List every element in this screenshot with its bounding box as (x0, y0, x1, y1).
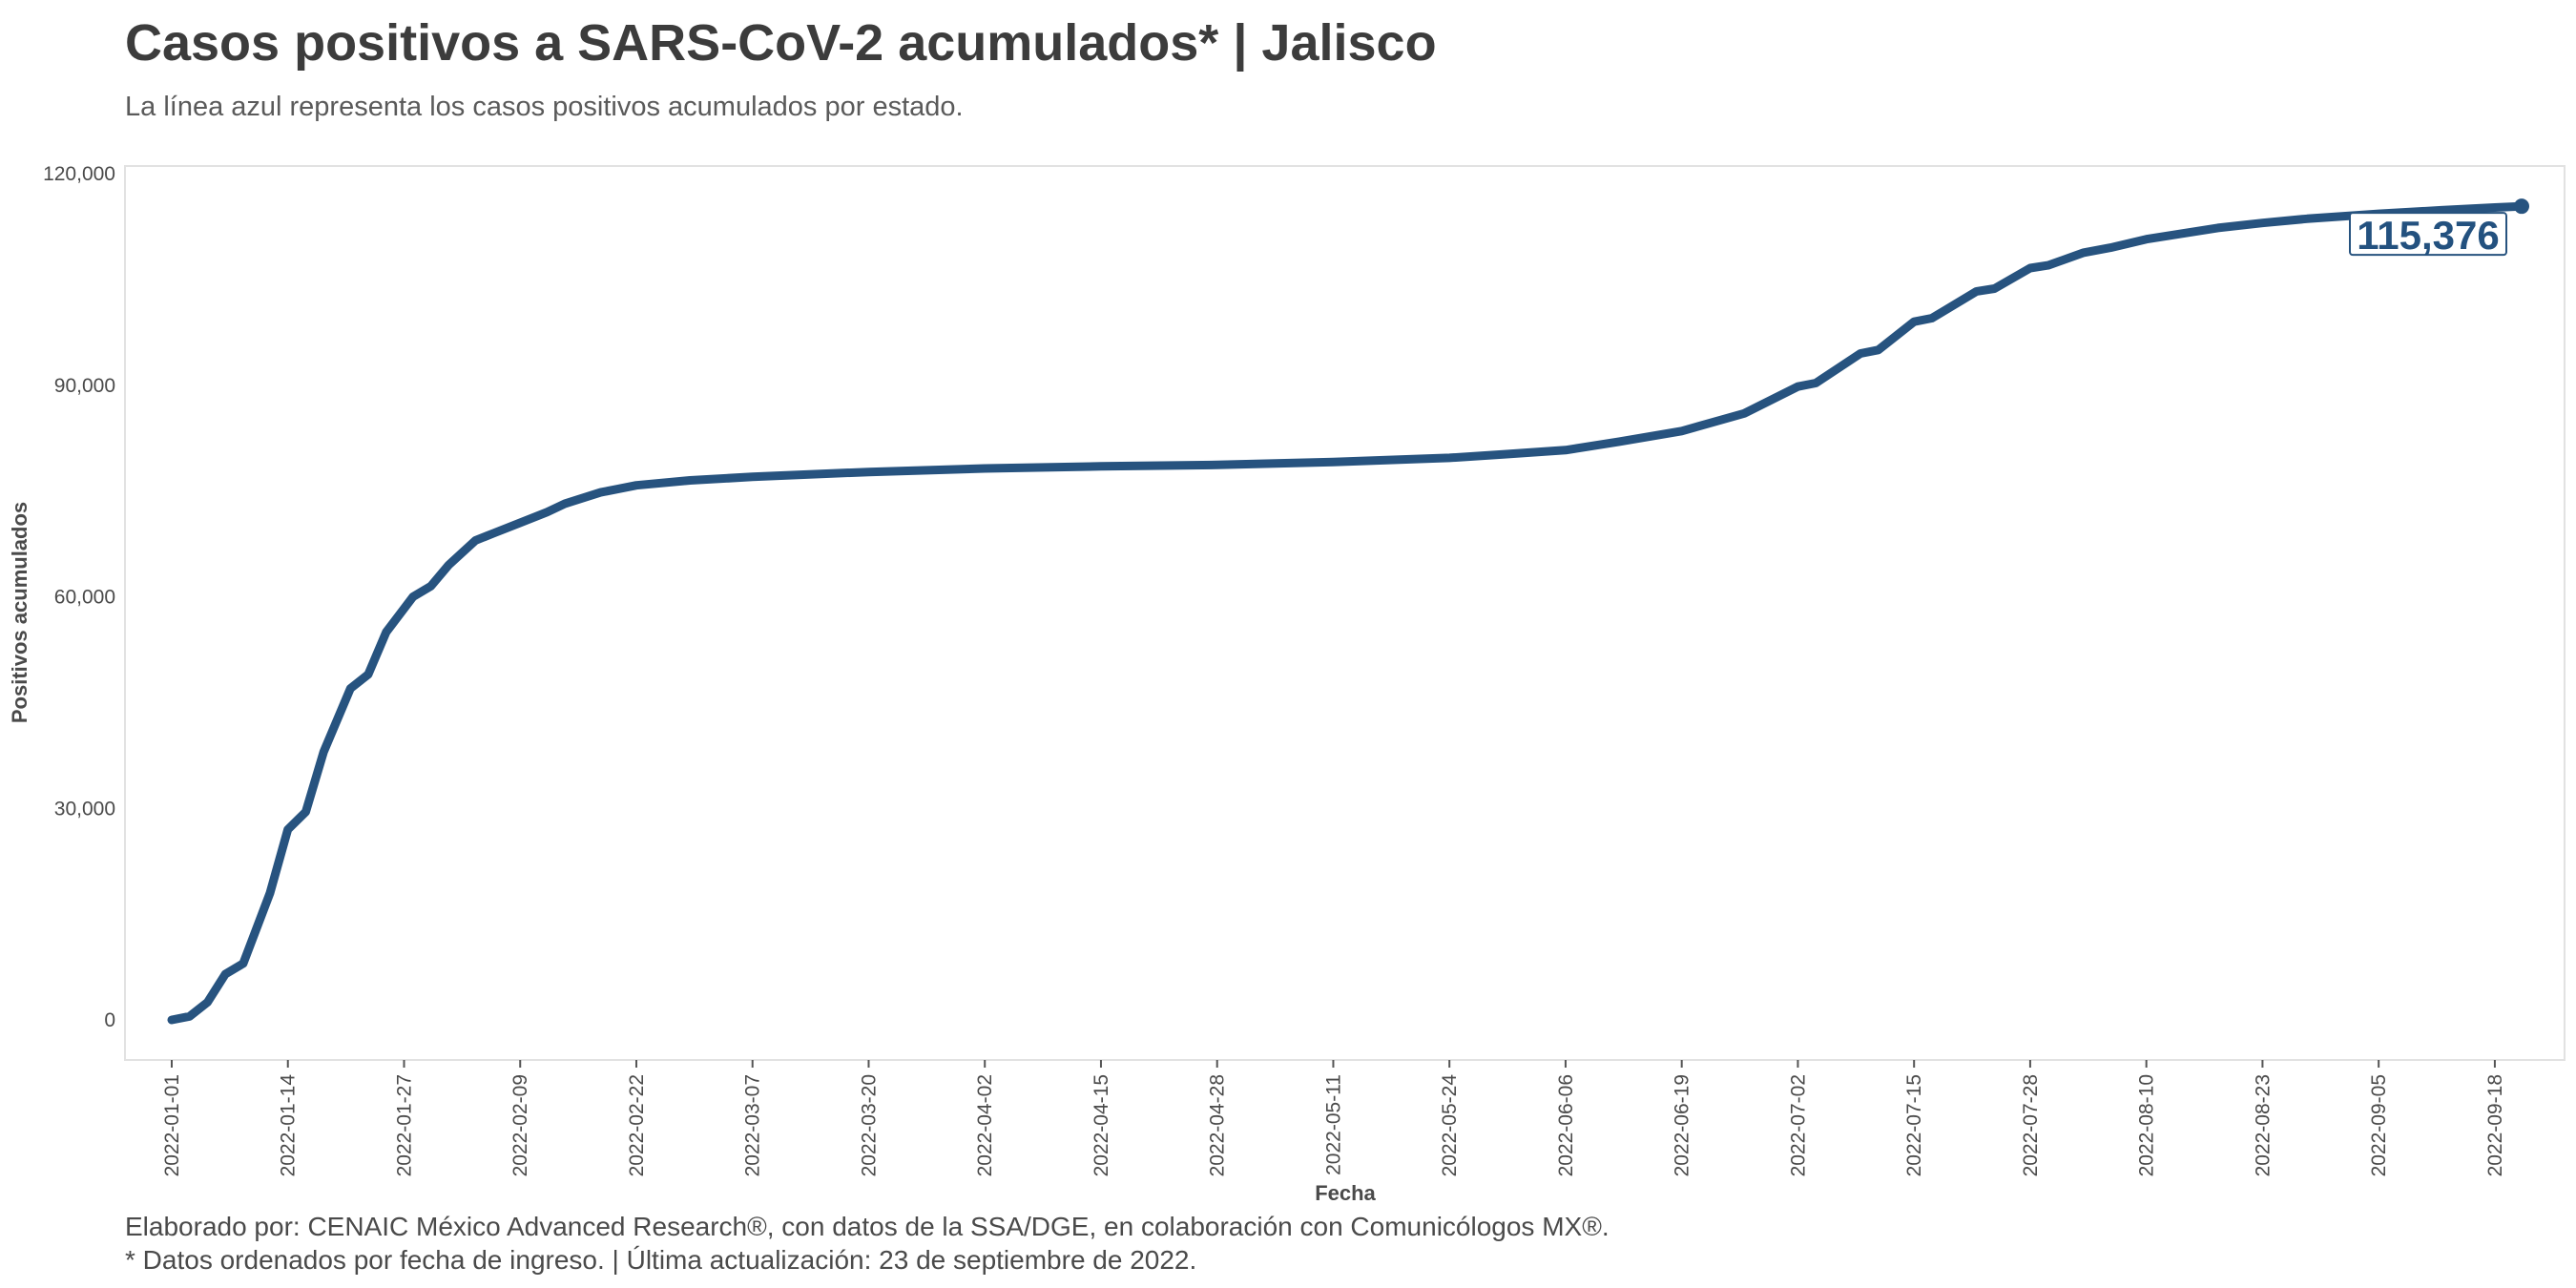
chart-title: Casos positivos a SARS-CoV-2 acumulados*… (125, 14, 1437, 72)
series-line (167, 201, 2526, 1025)
y-tick-label: 60,000 (54, 587, 115, 609)
y-axis: 0 30,000 60,000 90,000 120,000 (43, 163, 115, 1031)
y-tick-label: 120,000 (43, 163, 115, 185)
footer-credit: Elaborado por: CENAIC México Advanced Re… (125, 1212, 1610, 1241)
y-tick-label: 30,000 (54, 798, 115, 820)
chart-subtitle: La línea azul representa los casos posit… (125, 92, 964, 122)
y-axis-title: Positivos acumulados (8, 502, 31, 723)
footer-note: * Datos ordenados por fecha de ingreso. … (125, 1245, 1197, 1275)
x-tick-label: 2022-04-28 (1207, 1074, 1229, 1176)
x-tick-label: 2022-05-24 (1439, 1074, 1461, 1177)
x-tick-label: 2022-01-27 (393, 1074, 415, 1176)
x-tick-label: 2022-09-05 (2368, 1074, 2390, 1176)
end-value-label: 115,376 (2357, 213, 2500, 258)
x-tick-label: 2022-03-20 (858, 1074, 880, 1176)
end-point (2514, 198, 2529, 215)
x-tick-label: 2022-03-07 (742, 1074, 764, 1176)
x-tick-label: 2022-02-09 (509, 1074, 531, 1176)
x-axis: 2022-01-01 2022-01-14 2022-01-27 2022-02-09… (161, 1060, 2506, 1176)
x-tick-label: 2022-02-22 (626, 1074, 648, 1176)
x-tick-label: 2022-08-23 (2252, 1074, 2274, 1176)
x-tick-label: 2022-07-28 (2020, 1074, 2042, 1176)
x-tick-label: 2022-09-18 (2484, 1074, 2506, 1176)
plot-panel (124, 165, 2566, 1061)
x-axis-title: Fecha (1315, 1181, 1376, 1205)
x-tick-label: 2022-01-14 (278, 1074, 300, 1177)
x-tick-label: 2022-04-02 (974, 1074, 996, 1176)
y-tick-label: 90,000 (54, 375, 115, 397)
x-tick-label: 2022-07-15 (1903, 1074, 1925, 1176)
end-label-box (2349, 212, 2507, 257)
x-tick-label: 2022-07-02 (1787, 1074, 1809, 1176)
x-tick-label: 2022-08-10 (2136, 1074, 2158, 1176)
x-tick-label: 2022-01-01 (161, 1074, 183, 1176)
y-tick-label: 0 (104, 1009, 115, 1031)
x-tick-label: 2022-06-06 (1555, 1074, 1577, 1176)
x-tick-label: 2022-04-15 (1091, 1074, 1112, 1176)
x-tick-label: 2022-06-19 (1672, 1074, 1693, 1176)
x-tick-label: 2022-05-11 (1322, 1074, 1344, 1175)
